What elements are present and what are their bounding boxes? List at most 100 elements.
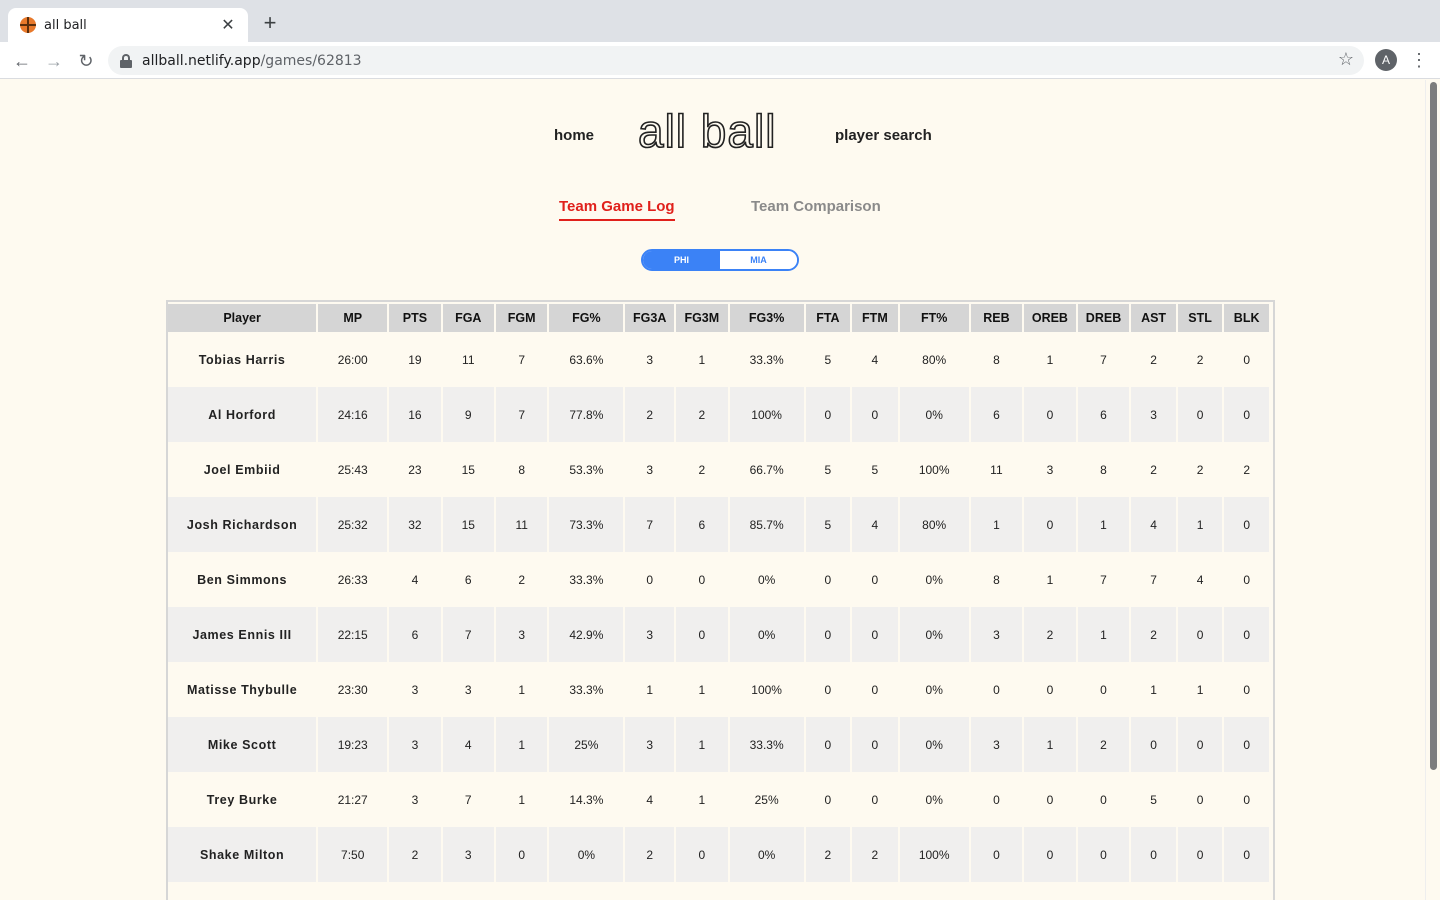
close-icon[interactable]: ✕ xyxy=(221,17,235,34)
column-header[interactable]: BLK xyxy=(1224,302,1269,332)
stat-cell: 4 xyxy=(852,332,898,387)
column-header[interactable]: MP xyxy=(318,302,388,332)
bookmark-star-icon[interactable]: ☆ xyxy=(1337,49,1354,69)
stat-cell: 0 xyxy=(1131,717,1176,772)
stat-cell: 0% xyxy=(899,717,969,772)
column-header[interactable]: STL xyxy=(1177,302,1223,332)
stat-cell: 2 xyxy=(625,387,675,442)
table-row: Mike Scott 19:23 3 4 1 25% 3 1 33.3% 0 0 0% 3 1 2 0 0 0 xyxy=(168,717,1269,772)
stat-cell: 5 xyxy=(805,497,851,552)
stat-cell: 0 xyxy=(1024,827,1076,882)
toggle-mia[interactable]: MIA xyxy=(720,251,797,269)
table-row: James Ennis III 22:15 6 7 3 42.9% 3 0 0% 0 0 0% 3 2 1 2… xyxy=(168,607,1269,662)
player-name-cell: Josh Richardson xyxy=(168,497,317,552)
stat-cell: 0 xyxy=(1024,662,1076,717)
stat-cell: 0 xyxy=(1077,772,1130,827)
column-header[interactable]: REB xyxy=(970,302,1023,332)
stat-cell: 6 xyxy=(389,607,441,662)
stat-cell: 5 xyxy=(805,332,851,387)
stat-cell: 24:16 xyxy=(318,387,388,442)
stat-cell: 5 xyxy=(1131,772,1176,827)
tab-title: all ball xyxy=(44,17,87,33)
stat-cell: 0 xyxy=(1131,827,1176,882)
column-header[interactable]: FG3A xyxy=(625,302,675,332)
stat-cell: 77.8% xyxy=(549,387,624,442)
stat-cell: 21:27 xyxy=(318,772,388,827)
stat-cell: 0 xyxy=(1224,497,1269,552)
stat-cell: 3 xyxy=(625,442,675,497)
stat-cell: 2 xyxy=(1131,442,1176,497)
reload-icon[interactable]: ↻ xyxy=(78,51,94,71)
stat-cell: 7 xyxy=(1077,552,1130,607)
stat-cell: 1 xyxy=(676,717,728,772)
tab-team-game-log[interactable]: Team Game Log xyxy=(559,198,675,221)
column-header[interactable]: FGA xyxy=(442,302,494,332)
more-menu-icon[interactable]: ⋮ xyxy=(1410,50,1428,70)
stat-cell: 0 xyxy=(1224,772,1269,827)
column-header[interactable]: FT% xyxy=(899,302,969,332)
new-tab-button[interactable]: + xyxy=(263,10,277,35)
stat-cell: 2 xyxy=(676,442,728,497)
page-scrollbar[interactable] xyxy=(1425,80,1440,900)
column-header[interactable]: PTS xyxy=(389,302,441,332)
stat-cell: 0 xyxy=(805,607,851,662)
stat-cell: 3 xyxy=(625,607,675,662)
column-header[interactable]: FG% xyxy=(549,302,624,332)
stat-cell: 8 xyxy=(495,442,548,497)
column-header[interactable]: AST xyxy=(1131,302,1176,332)
stat-cell: 0% xyxy=(899,552,969,607)
address-bar[interactable]: allball.netlify.app/games/62813 ☆ xyxy=(108,46,1364,75)
stat-cell: 8 xyxy=(970,552,1023,607)
stat-cell: 22:15 xyxy=(318,607,388,662)
site-logo[interactable]: all ball xyxy=(637,104,777,158)
stat-cell: 66.7% xyxy=(729,442,804,497)
column-header[interactable]: Player xyxy=(168,302,317,332)
stat-cell: 25:43 xyxy=(318,442,388,497)
stat-cell: 1 xyxy=(1077,607,1130,662)
stat-cell: 0 xyxy=(852,772,898,827)
table-row: Matisse Thybulle 23:30 3 3 1 33.3% 1 1 100% 0 0 0% 0… xyxy=(168,662,1269,717)
stat-cell: 4 xyxy=(389,552,441,607)
stat-cell: 4 xyxy=(1131,497,1176,552)
stat-cell: 2 xyxy=(1177,442,1223,497)
stat-cell: 0 xyxy=(1024,387,1076,442)
stat-cell: 0% xyxy=(899,607,969,662)
stat-cell: 53.3% xyxy=(549,442,624,497)
player-name-cell: Al Horford xyxy=(168,387,317,442)
column-header[interactable]: FG3M xyxy=(676,302,728,332)
browser-tab[interactable]: all ball ✕ xyxy=(8,8,248,42)
stat-cell: 1 xyxy=(1024,552,1076,607)
column-header[interactable]: OREB xyxy=(1024,302,1076,332)
stat-cell: 0 xyxy=(1077,827,1130,882)
browser-toolbar: ← → ↻ allball.netlify.app/games/62813 ☆ … xyxy=(0,42,1440,79)
stat-cell: 0 xyxy=(1224,607,1269,662)
stat-cell: 7:50 xyxy=(318,827,388,882)
column-header[interactable]: FG3% xyxy=(729,302,804,332)
stat-cell: 1 xyxy=(495,772,548,827)
forward-icon[interactable]: → xyxy=(45,51,63,71)
column-header[interactable]: FTA xyxy=(805,302,851,332)
toggle-phi[interactable]: PHI xyxy=(643,251,720,269)
stat-cell: 4 xyxy=(442,717,494,772)
stat-cell: 80% xyxy=(899,497,969,552)
column-header[interactable]: FTM xyxy=(852,302,898,332)
stat-cell: 42.9% xyxy=(549,607,624,662)
stat-cell: 8 xyxy=(1077,442,1130,497)
column-header[interactable]: DREB xyxy=(1077,302,1130,332)
stat-cell: 3 xyxy=(970,717,1023,772)
profile-avatar[interactable]: A xyxy=(1375,49,1397,71)
stat-cell: 0% xyxy=(899,662,969,717)
stat-cell: 1 xyxy=(1131,662,1176,717)
scrollbar-thumb[interactable] xyxy=(1430,82,1437,770)
stat-cell: 8 xyxy=(970,332,1023,387)
stat-cell: 3 xyxy=(1024,442,1076,497)
stat-cell: 1 xyxy=(676,662,728,717)
player-name-cell: Ben Simmons xyxy=(168,552,317,607)
player-search-link[interactable]: player search xyxy=(835,127,932,144)
stat-cell: 2 xyxy=(805,827,851,882)
tab-team-comparison[interactable]: Team Comparison xyxy=(751,198,881,215)
column-header[interactable]: FGM xyxy=(495,302,548,332)
home-link[interactable]: home xyxy=(554,127,595,144)
back-icon[interactable]: ← xyxy=(13,51,31,71)
player-name-cell: Tobias Harris xyxy=(168,332,317,387)
